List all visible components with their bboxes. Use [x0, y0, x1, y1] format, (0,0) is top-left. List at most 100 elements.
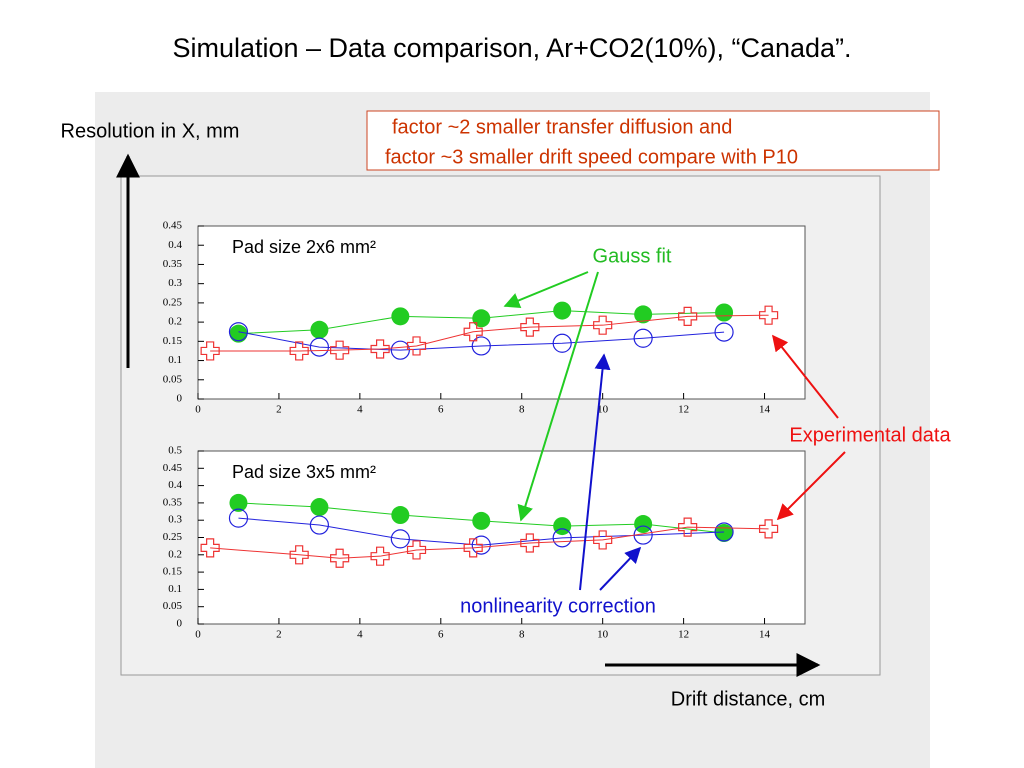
point: [391, 307, 410, 326]
point: [370, 339, 390, 359]
series-line: [210, 314, 769, 352]
y-tick-label: 0: [177, 618, 183, 630]
y-tick-label: 0.3: [168, 514, 182, 526]
x-tick-label: 2: [276, 404, 282, 416]
x-tick-label: 10: [597, 629, 609, 641]
annotation-arrow: [579, 353, 611, 591]
point: [634, 305, 653, 324]
point: [228, 322, 249, 342]
x-tick-label: 4: [357, 404, 363, 416]
x-axis-label: Drift distance, cm: [671, 688, 825, 710]
point: [390, 340, 410, 360]
annotation-arrow: [517, 271, 599, 522]
x-tick-label: 0: [195, 404, 201, 416]
point: [758, 305, 779, 325]
point: [391, 506, 410, 525]
y-axis-label: Resolution in X, mm: [61, 120, 240, 142]
point: [593, 530, 613, 550]
x-tick-label: 8: [519, 629, 525, 641]
plot-area: [197, 450, 806, 625]
point: [406, 540, 427, 560]
point: [309, 515, 329, 535]
x-tick-label: 10: [597, 404, 609, 416]
point: [593, 315, 613, 335]
point: [471, 336, 491, 356]
x-tick-label: 0: [195, 629, 201, 641]
annotation: Gauss fit: [593, 245, 672, 267]
x-tick-label: 4: [357, 629, 363, 641]
point: [552, 528, 572, 548]
chart-title: Pad size 3x5 mm²: [232, 462, 376, 482]
point: [715, 303, 734, 322]
y-tick-label: 0.2: [168, 548, 182, 560]
point: [229, 493, 248, 512]
point: [471, 535, 491, 555]
annotation: Experimental data: [789, 424, 951, 446]
point: [463, 322, 483, 342]
point: [390, 529, 410, 549]
point: [714, 522, 734, 542]
x-tick-label: 14: [759, 629, 771, 641]
y-tick-label: 0.05: [163, 600, 183, 612]
point: [472, 309, 491, 328]
x-tick-label: 8: [519, 404, 525, 416]
y-tick-label: 0.4: [168, 239, 182, 251]
y-tick-label: 0.35: [163, 496, 183, 508]
annotation-arrow: [503, 271, 589, 308]
y-tick-label: 0.1: [168, 583, 182, 595]
point: [310, 320, 329, 339]
y-tick-label: 0.25: [163, 296, 183, 308]
x-tick-label: 12: [678, 629, 689, 641]
point: [758, 519, 779, 539]
point: [520, 317, 540, 337]
y-tick-label: 0.3: [168, 277, 182, 289]
x-tick-label: 12: [678, 404, 689, 416]
series-line: [210, 526, 769, 559]
point: [309, 337, 329, 357]
point: [678, 517, 698, 537]
point: [228, 508, 249, 528]
y-tick-label: 0.1: [168, 354, 182, 366]
point: [714, 322, 734, 342]
chart-title: Pad size 2x6 mm²: [232, 237, 376, 257]
series-line: [238, 517, 725, 546]
point: [634, 515, 653, 534]
point: [472, 511, 491, 530]
y-tick-label: 0.25: [163, 531, 183, 543]
point: [633, 328, 653, 348]
point: [289, 545, 309, 565]
y-tick-label: 0.2: [168, 316, 182, 328]
point: [330, 340, 350, 360]
y-tick-label: 0.45: [163, 220, 183, 232]
point: [553, 517, 572, 536]
point: [553, 301, 572, 320]
point: [229, 324, 248, 343]
point: [370, 546, 390, 566]
slide-title: Simulation – Data comparison, Ar+CO2(10%…: [172, 33, 851, 63]
note-line: factor ~2 smaller transfer diffusion and: [392, 116, 732, 138]
x-tick-label: 6: [438, 404, 444, 416]
point: [552, 333, 572, 353]
note-line: factor ~3 smaller drift speed compare wi…: [385, 146, 798, 168]
point: [520, 533, 540, 553]
annotation-arrow: [599, 546, 642, 591]
y-tick-label: 0.35: [163, 258, 183, 270]
point: [310, 498, 329, 517]
y-tick-label: 0: [177, 393, 183, 405]
y-tick-label: 0.15: [163, 335, 183, 347]
point: [330, 548, 350, 568]
point: [200, 538, 220, 558]
point: [715, 524, 734, 543]
point: [678, 306, 698, 326]
y-tick-label: 0.45: [163, 462, 183, 474]
point: [406, 336, 427, 356]
y-tick-label: 0.5: [168, 445, 182, 457]
y-tick-label: 0.05: [163, 373, 183, 385]
point: [289, 341, 309, 361]
annotation-arrow: [772, 334, 839, 419]
annotation: nonlinearity correction: [460, 595, 656, 617]
note-box: [366, 110, 940, 171]
y-tick-label: 0.15: [163, 566, 183, 578]
annotation-arrow: [776, 451, 846, 521]
